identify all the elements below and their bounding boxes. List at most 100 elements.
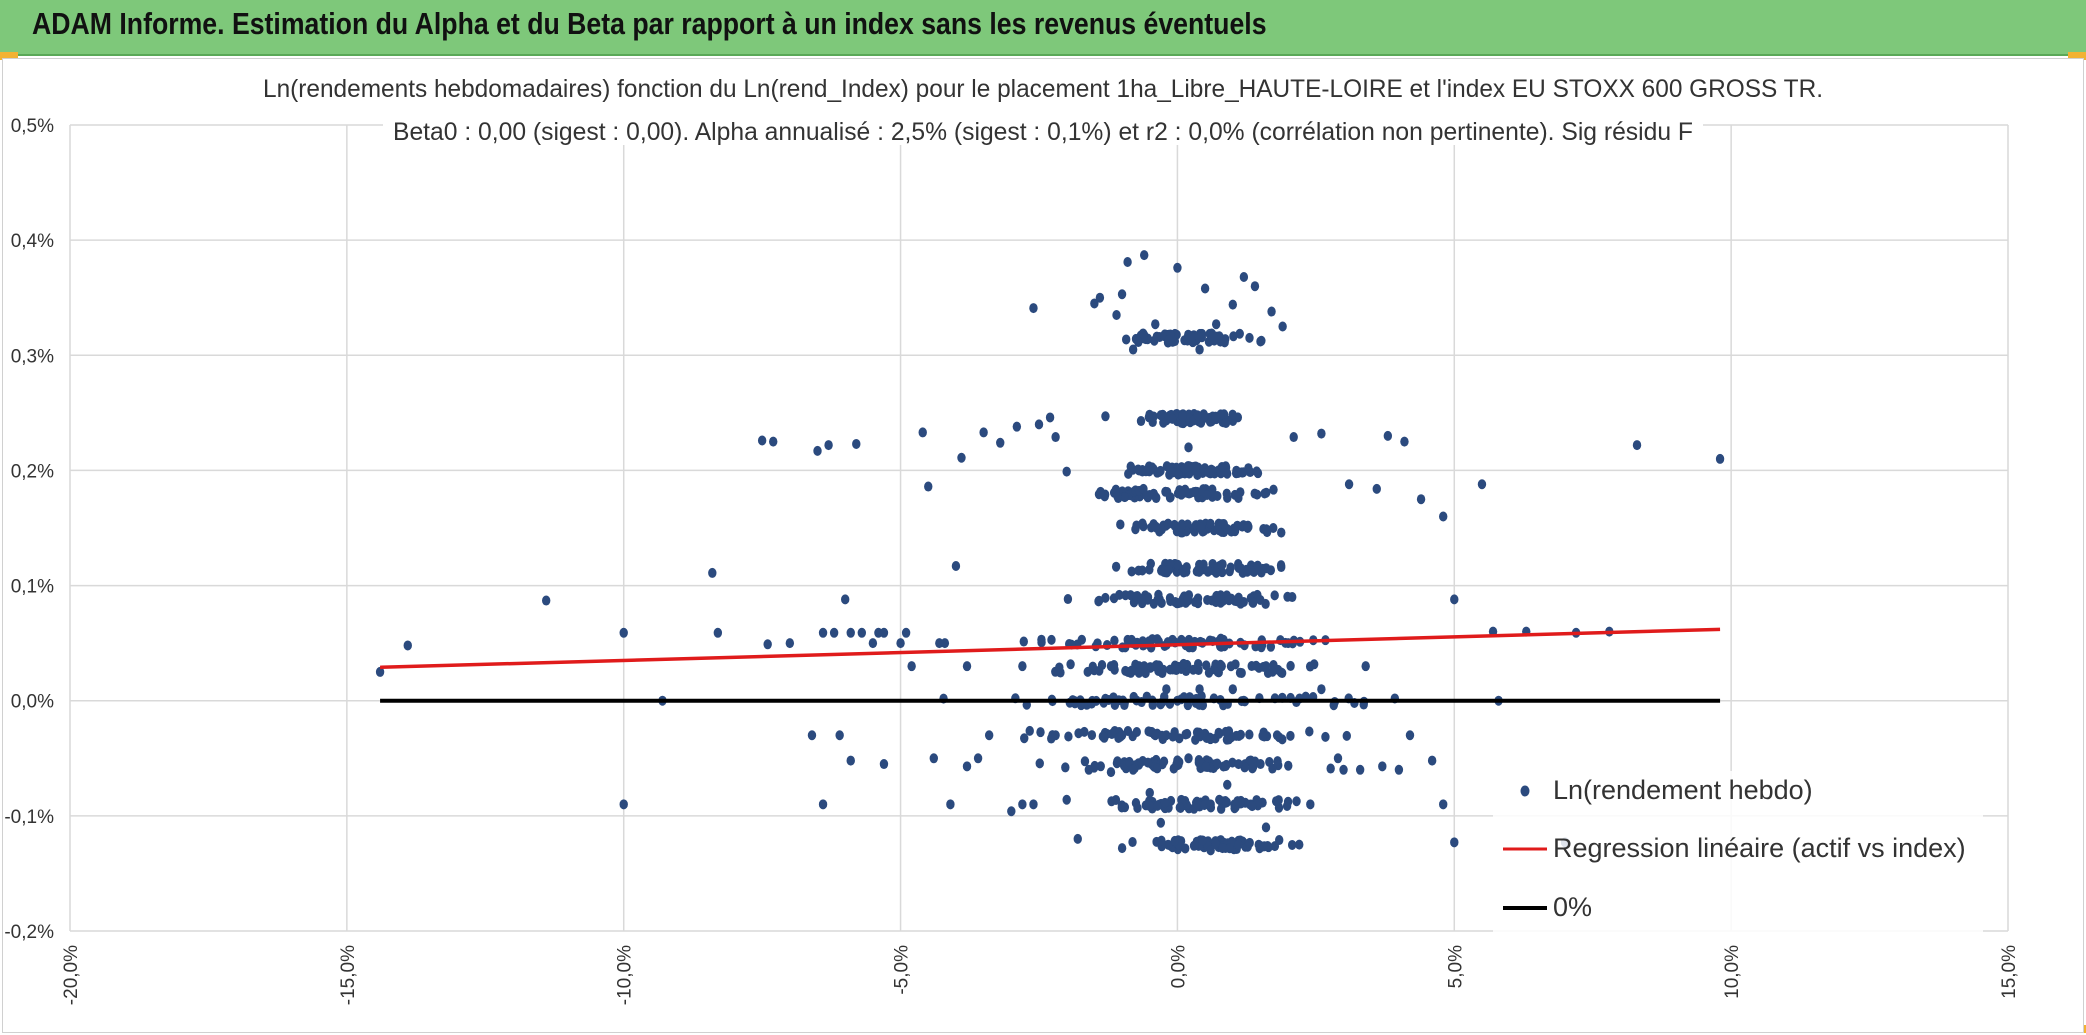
data-point [1150,335,1159,346]
data-point [1112,758,1122,769]
data-point [1245,729,1254,740]
data-point [1245,332,1254,343]
data-point [1260,488,1269,499]
data-point [1156,817,1166,828]
data-point [1084,764,1094,775]
data-point [1268,666,1277,677]
data-point [1173,262,1182,273]
y-tick-label: 0,5% [11,116,54,137]
data-point [619,799,628,810]
data-point [1128,344,1138,355]
data-point [1029,303,1038,314]
data-point [1223,779,1232,790]
data-point [1151,730,1160,741]
data-point [1153,800,1162,811]
data-point [1306,799,1315,810]
y-tick-label: -0,2% [4,922,54,943]
subtitle-bg [383,107,1703,145]
data-point [1195,684,1204,695]
data-point [1211,838,1220,849]
data-point [763,639,772,650]
data-point [1405,730,1415,741]
data-point [1272,730,1282,741]
data-point [1212,591,1221,602]
data-point [1247,801,1257,812]
data-point [1214,727,1223,738]
data-point [852,438,861,449]
x-tick-label: -15,0% [338,945,359,1005]
data-point [1055,662,1064,673]
data-point [1201,761,1211,772]
data-point [1138,565,1147,576]
data-point [1181,729,1190,740]
data-point [1117,800,1127,811]
data-point [1142,490,1151,501]
data-point [1222,468,1232,479]
data-point [1143,757,1153,768]
x-tick-label: 10,0% [1722,945,1743,999]
chart-subtitle: Beta0 : 0,00 (sigest : 0,00). Alpha annu… [393,118,1693,146]
data-point [1217,661,1226,672]
data-point [1263,840,1272,851]
data-point [1007,806,1016,817]
data-point [1062,466,1071,477]
data-point [1138,518,1147,529]
data-point [1251,660,1261,671]
data-point [1162,486,1172,497]
data-point [1025,725,1034,736]
data-point [541,595,551,606]
data-point [1173,559,1182,570]
data-point [1317,684,1326,695]
data-point [1062,794,1071,805]
data-point [1141,466,1151,477]
report-banner: ADAM Informe. Estimation du Alpha et du … [0,0,2086,56]
data-point [1236,729,1245,740]
data-point [1157,835,1166,846]
data-point [1190,597,1200,608]
data-point [1137,594,1146,605]
data-point [1261,822,1271,833]
data-point [1246,755,1255,766]
data-point [1226,562,1235,573]
data-point [1204,566,1213,577]
data-point [1333,753,1343,764]
data-point [1355,764,1365,775]
data-point [1225,843,1234,854]
data-point [785,638,795,649]
scatter-chart: 0,5% 0,4% 0,3% 0,2% 0,1% 0,0% -0,1% -0,2% -20,0… [4,65,2020,1005]
data-point [1156,465,1165,476]
data-point [1231,659,1240,670]
data-point [1189,486,1199,497]
y-tick-label: -0,1% [4,807,54,828]
data-point [1292,796,1301,807]
data-point [1164,334,1174,345]
data-point [1128,837,1137,848]
data-point [1286,660,1295,671]
data-point [1019,636,1028,647]
data-point [1233,796,1242,807]
data-point [1221,417,1231,428]
chart-legend: Ln(rendement hebdo) Regression linéaire (… [1493,771,1983,936]
data-point [1232,596,1242,607]
data-point [1339,764,1348,775]
data-point [1151,521,1160,532]
data-point [1095,292,1105,303]
data-point [841,594,850,605]
data-point [901,627,911,638]
data-point [1018,661,1027,672]
data-point [1164,565,1173,576]
data-point [1252,489,1262,500]
data-point [1204,467,1213,478]
data-point [1012,421,1022,432]
data-point [1230,489,1240,500]
data-point [1258,563,1268,574]
data-point [1179,658,1188,669]
corner-marker-left [0,52,18,60]
data-point [1439,511,1448,522]
data-point [1277,527,1286,538]
data-point [1128,764,1138,775]
data-point [1282,801,1292,812]
data-point [818,627,828,638]
data-point [1211,319,1221,330]
data-point [1036,727,1045,738]
